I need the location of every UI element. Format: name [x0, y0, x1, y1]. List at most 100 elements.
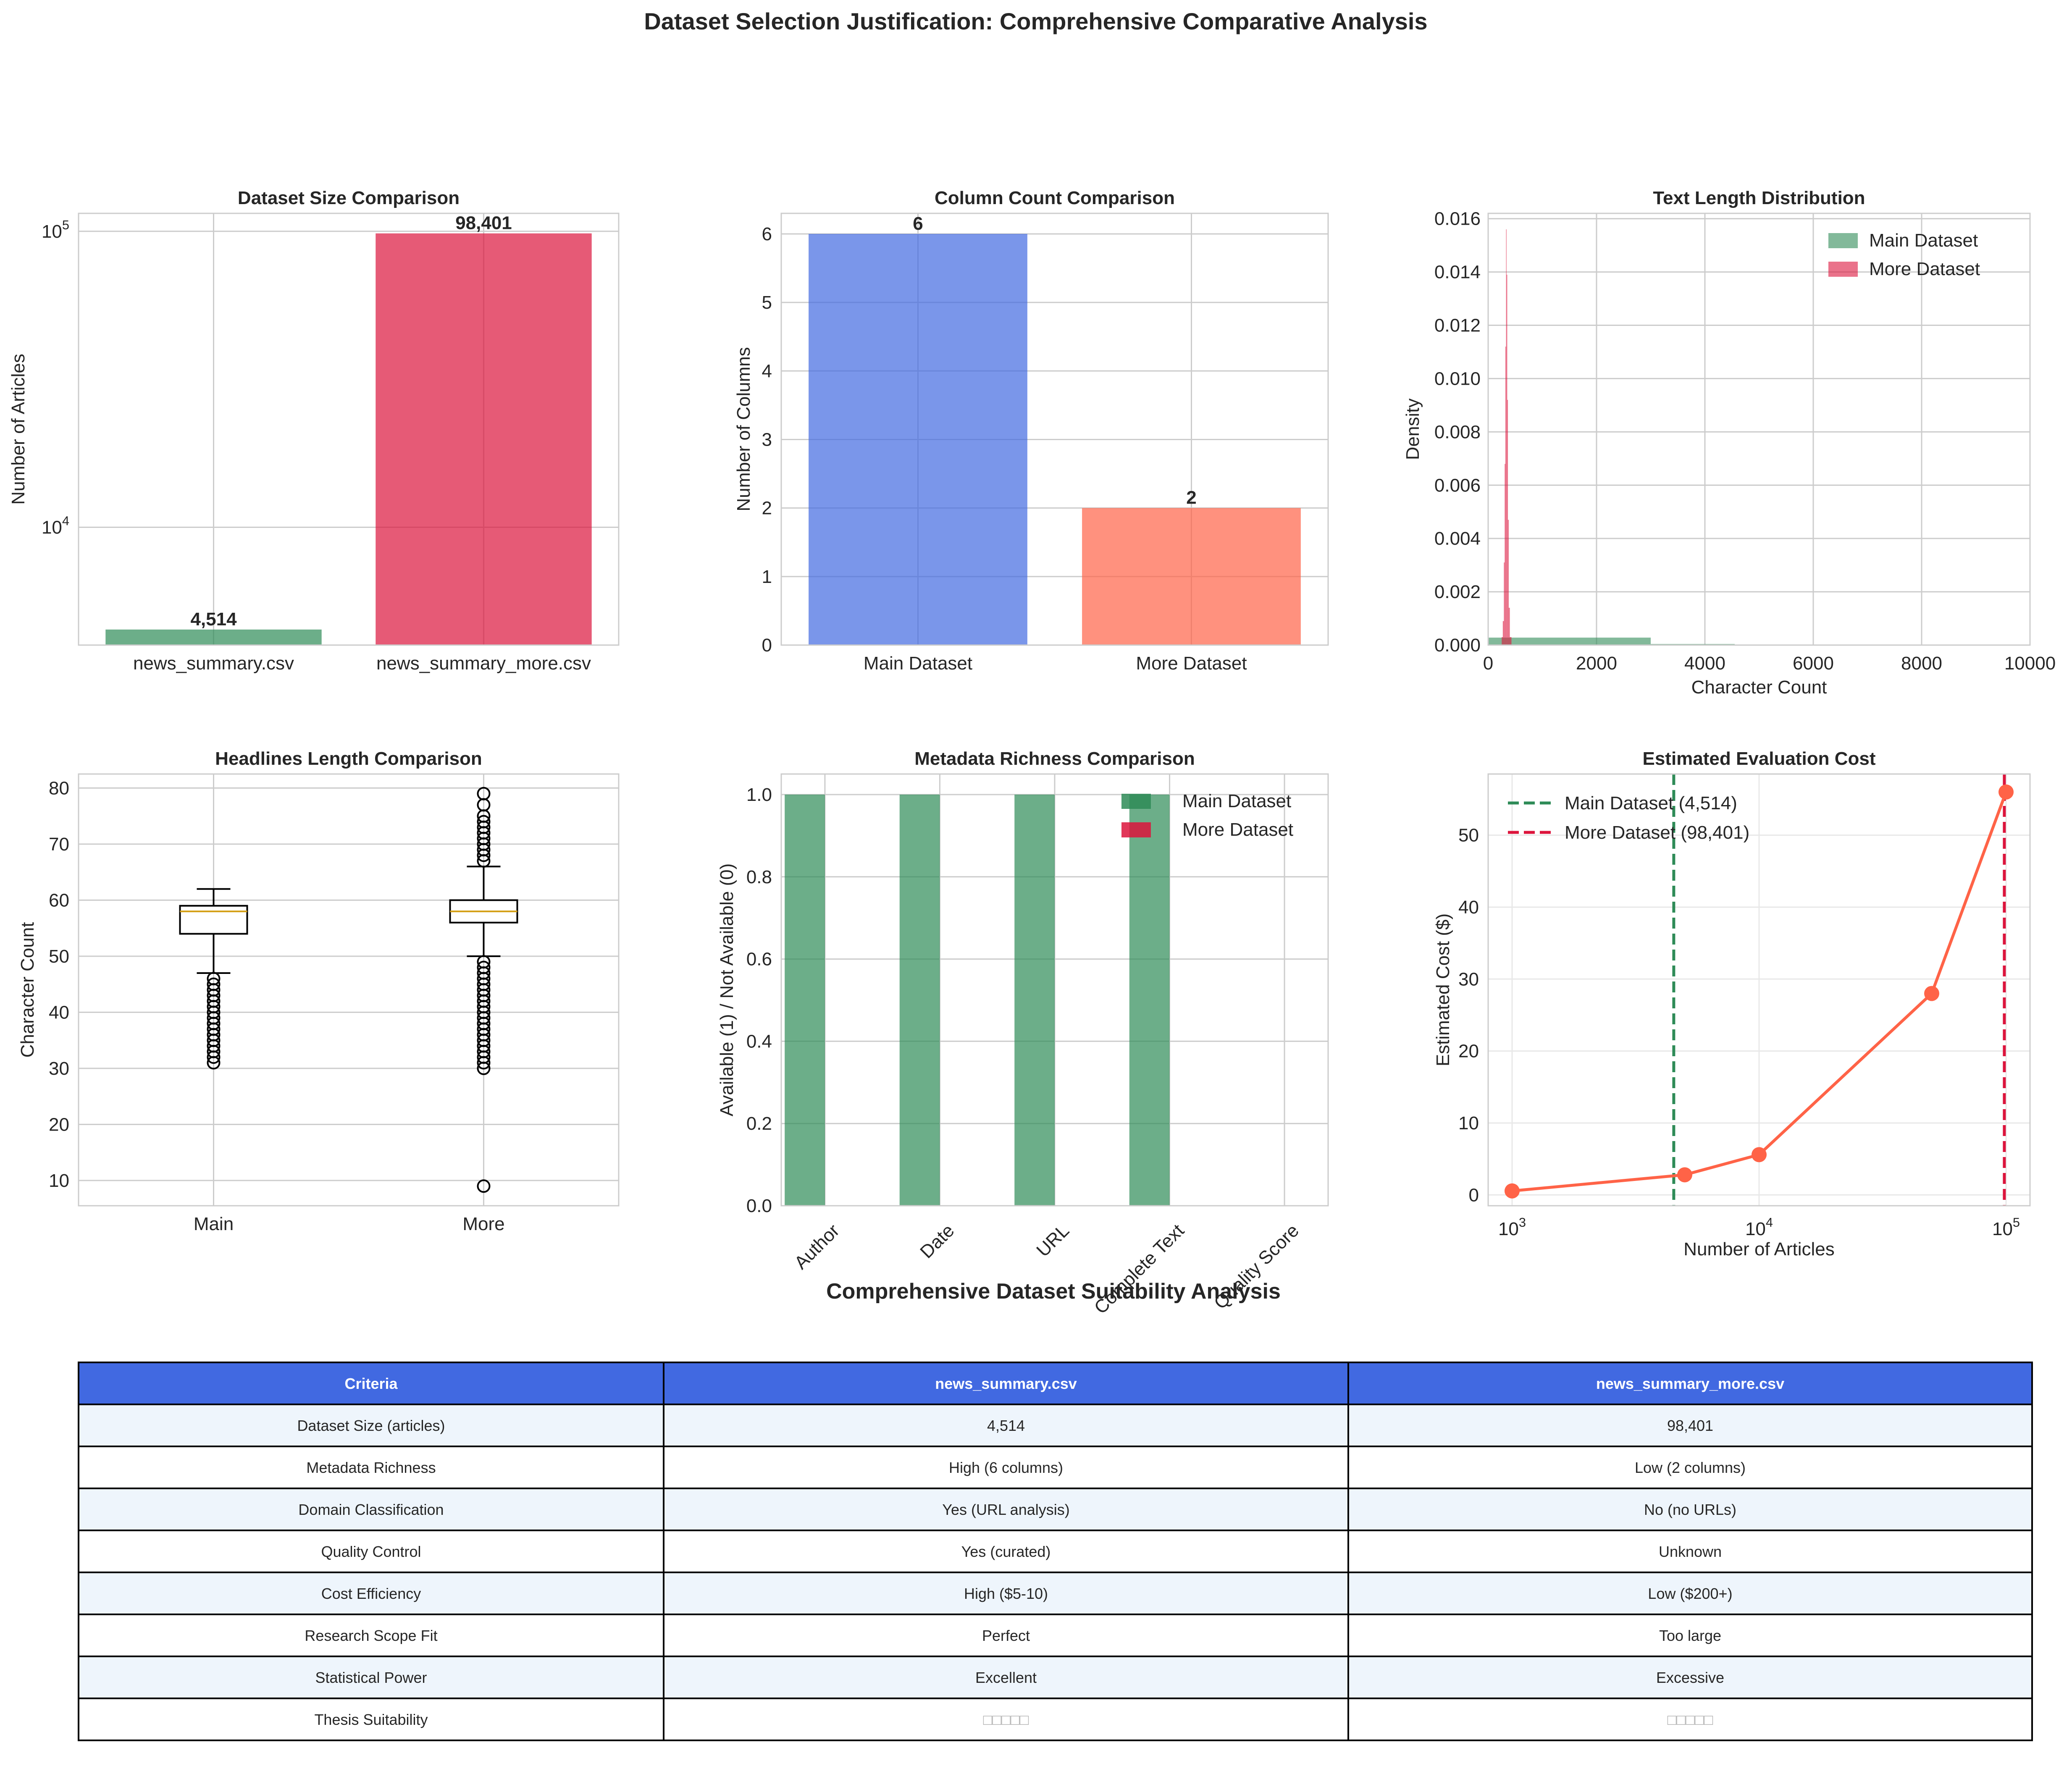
suitability-table-header-cell [78, 1362, 664, 1405]
columns-chart-ytick-label: 5 [762, 292, 772, 313]
textlen-chart-xtick-label: 6000 [1793, 653, 1834, 674]
suitability-table-cell [663, 1698, 1349, 1741]
cost-chart-legend-label: Main Dataset (4,514) [1565, 793, 1737, 813]
textlen-chart-ylabel: Density [1402, 399, 1423, 460]
headlines-chart-box [179, 905, 248, 935]
headlines-chart-ytick-label: 70 [49, 834, 69, 855]
columns-chart-value-label: 6 [913, 213, 923, 234]
suitability-table-cell [78, 1698, 664, 1741]
cost-chart-ytick-label: 0 [1469, 1185, 1479, 1205]
size-chart-xtick-label: news_summary.csv [133, 653, 294, 674]
metadata-chart-title: Metadata Richness Comparison [914, 748, 1195, 769]
cost-chart-ylabel: Estimated Cost ($) [1433, 913, 1453, 1066]
textlen-chart-xtick-label: 8000 [1901, 653, 1942, 674]
cost-chart-point [1677, 1167, 1692, 1183]
suitability-table-cell [78, 1530, 664, 1573]
cost-chart-xtick-label: 105 [1992, 1215, 2020, 1239]
textlen-chart-legend-swatch [1828, 233, 1858, 248]
suitability-table-header-label: Criteria [344, 1375, 398, 1392]
textlen-chart-hist-bar [1502, 637, 1503, 645]
headlines-chart-ytick-label: 30 [49, 1058, 69, 1079]
columns-chart-ytick-label: 6 [762, 224, 772, 244]
headlines-chart-flier [207, 977, 221, 991]
metadata-chart-legend-label: Main Dataset [1182, 791, 1291, 811]
suitability-table-cell [663, 1404, 1349, 1447]
textlen-chart-legend-label: More Dataset [1869, 259, 1980, 279]
suitability-table-cell [1347, 1656, 2033, 1699]
headlines-chart-ytick-label: 20 [49, 1114, 69, 1135]
cost-chart-point [1998, 784, 2014, 800]
suitability-table-cell-text: □□□□□ [983, 1711, 1029, 1728]
metadata-chart-legend-label: More Dataset [1182, 819, 1293, 840]
headlines-chart-ytick-label: 10 [49, 1170, 69, 1191]
textlen-chart-hist-bar [1507, 400, 1508, 645]
suitability-table-cell-text: Statistical Power [315, 1669, 427, 1686]
size-chart-value-label: 98,401 [455, 213, 512, 234]
textlen-chart: 0.000 0.002 0.004 0.006 0.008 0.010 0.012 0.014… [1402, 188, 2056, 698]
textlen-chart-hist-bar [1509, 608, 1510, 645]
suitability-table-cell [663, 1446, 1349, 1489]
suitability-table-cell-text: High (6 columns) [949, 1459, 1063, 1476]
suitability-table-header-label: news_summary.csv [935, 1375, 1077, 1392]
headlines-chart-ytick-label: 40 [49, 1002, 69, 1023]
metadata-chart-ytick-label: 0.0 [746, 1196, 772, 1216]
suitability-table-cell-text: Low ($200+) [1648, 1585, 1732, 1602]
textlen-chart-legend-label: Main Dataset [1869, 230, 1978, 251]
suitability-table-cell-text: Excellent [975, 1669, 1037, 1686]
suitability-table-cell-text: Low (2 columns) [1635, 1459, 1746, 1476]
suitability-table-cell [663, 1572, 1349, 1615]
columns-chart-ytick-label: 2 [762, 498, 772, 519]
textlen-chart-hist-bar [1506, 229, 1507, 645]
metadata-chart-bar [1014, 794, 1055, 1206]
suitability-table-cell-text: 4,514 [987, 1417, 1025, 1434]
textlen-chart-ytick-label: 0.012 [1434, 315, 1481, 336]
size-chart-value-label: 4,514 [190, 609, 237, 630]
headlines-chart-title: Headlines Length Comparison [215, 748, 482, 769]
textlen-chart-ytick-label: 0.004 [1434, 528, 1481, 549]
headlines-chart-ylabel: Character Count [17, 922, 38, 1058]
headlines-chart-flier [207, 972, 221, 986]
metadata-chart-ylabel: Available (1) / Not Available (0) [717, 863, 737, 1116]
cost-chart-point [1752, 1147, 1767, 1162]
headlines-chart-ytick-label: 50 [49, 946, 69, 967]
suitability-table-cell [663, 1656, 1349, 1699]
size-chart-ytick-label: 105 [42, 218, 69, 242]
textlen-chart-ytick-label: 0.008 [1434, 422, 1481, 442]
metadata-chart-legend-swatch [1121, 794, 1151, 809]
textlen-chart-ytick-label: 0.016 [1434, 209, 1481, 229]
cost-chart-xlabel: Number of Articles [1683, 1239, 1834, 1259]
cost-chart-point [1504, 1183, 1520, 1199]
textlen-chart-ytick-label: 0.006 [1434, 475, 1481, 496]
cost-chart-xtick-label: 103 [1498, 1215, 1526, 1239]
suitability-table-cell-text: Too large [1659, 1627, 1721, 1644]
suitability-table-cell-text: 98,401 [1667, 1417, 1713, 1434]
suitability-table-header-cell [663, 1362, 1349, 1405]
headlines-chart-flier [477, 960, 491, 974]
suitability-table-cell [78, 1488, 664, 1531]
columns-chart-xtick-label: Main Dataset [864, 653, 972, 674]
cost-chart-point [1924, 986, 1940, 1001]
cost-chart-xtick-label: 104 [1745, 1215, 1773, 1239]
columns-chart-xtick-label: More Dataset [1136, 653, 1247, 674]
suitability-table-cell-text: Excessive [1656, 1669, 1724, 1686]
textlen-chart-ytick-label: 0.000 [1434, 635, 1481, 656]
suitability-table-cell-text: Yes (URL analysis) [942, 1501, 1069, 1518]
suitability-table-cell [78, 1404, 664, 1447]
suitability-table-cell-text: Thesis Suitability [314, 1711, 428, 1728]
cost-chart-ytick-label: 30 [1458, 969, 1479, 989]
metadata-chart-legend-swatch [1121, 822, 1151, 837]
textlen-chart-hist-bar [1508, 520, 1509, 645]
textlen-chart-ytick-label: 0.014 [1434, 262, 1481, 283]
suitability-table-cell-text: Dataset Size (articles) [297, 1417, 445, 1434]
suitability-table-cell-text: Cost Efficiency [321, 1585, 421, 1602]
metadata-chart-bar [1129, 794, 1170, 1206]
suitability-table-cell [1347, 1488, 2033, 1531]
metadata-chart-ytick-label: 0.8 [746, 867, 772, 887]
suitability-table-cell-text: Research Scope Fit [305, 1627, 437, 1644]
columns-chart-ytick-label: 0 [762, 635, 772, 656]
columns-chart-ytick-label: 3 [762, 429, 772, 450]
textlen-chart-axes-frame [1487, 213, 2031, 646]
suitability-table-cell-text: Domain Classification [298, 1501, 444, 1518]
textlen-chart-xtick-label: 2000 [1576, 653, 1617, 674]
columns-chart-ylabel: Number of Columns [733, 347, 754, 511]
